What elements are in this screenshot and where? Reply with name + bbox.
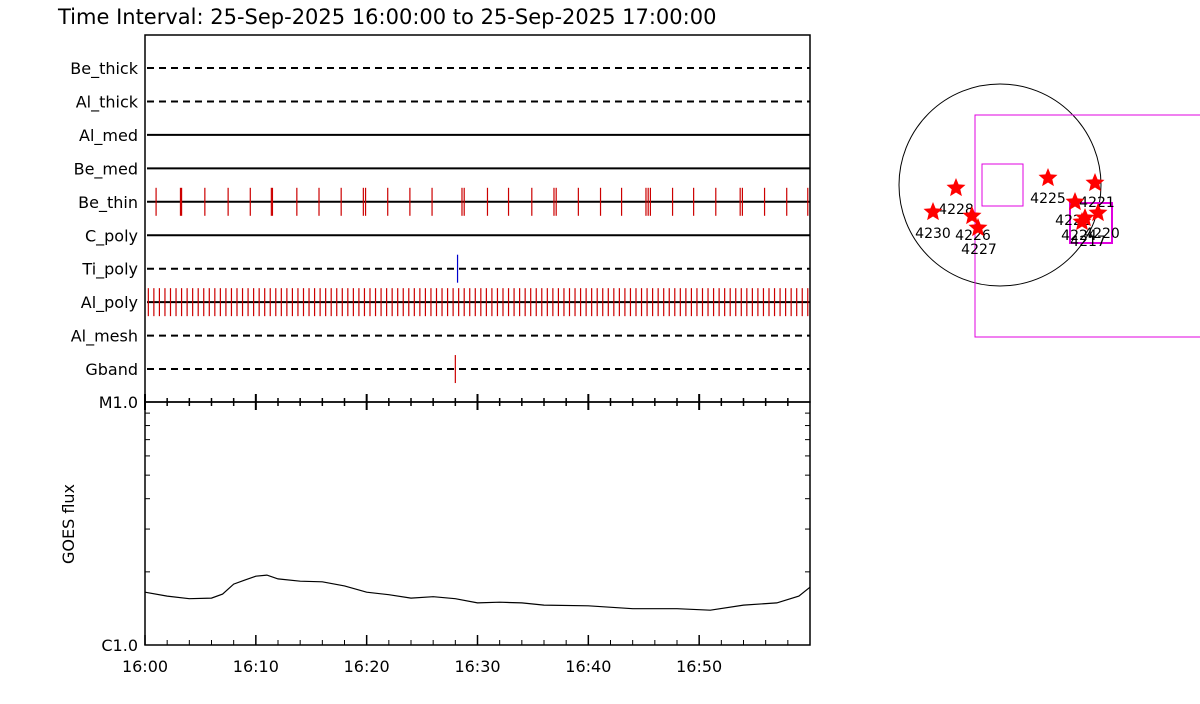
region-star: [1072, 212, 1092, 231]
fov-box: [981, 163, 1024, 207]
region-star: [923, 202, 943, 221]
x-tick-label: 16:40: [565, 657, 611, 676]
row-label: Gband: [85, 360, 138, 379]
x-tick-label: 16:00: [122, 657, 168, 676]
row-label: Al_mesh: [71, 327, 138, 347]
region-label: 4227: [961, 242, 997, 258]
row-label: C_poly: [85, 226, 138, 246]
x-tick-label: 16:30: [454, 657, 500, 676]
region-star: [1038, 168, 1058, 187]
region-star: [968, 218, 988, 237]
row-label: Be_thin: [78, 193, 138, 213]
region-label: 4230: [915, 226, 951, 242]
region-star: [1088, 203, 1108, 222]
row-label: Be_med: [74, 159, 138, 179]
region-label: 4217: [1070, 234, 1106, 250]
solar-disk: [898, 83, 1102, 287]
y-axis-label: GOES flux: [59, 484, 78, 564]
chart-title: Time Interval: 25-Sep-2025 16:00:00 to 2…: [57, 5, 716, 29]
region-star: [962, 206, 982, 225]
fov-box: [1069, 202, 1113, 244]
region-label: 4221: [1079, 195, 1115, 211]
region-star: [946, 178, 966, 197]
y-tick-label: C1.0: [101, 636, 138, 655]
region-label: 4220: [1084, 226, 1120, 242]
row-label: Al_med: [79, 126, 138, 146]
goes-curve: [144, 574, 811, 611]
row-label: Al_poly: [81, 293, 138, 313]
row-label: Ti_poly: [81, 260, 138, 280]
region-star: [1085, 173, 1105, 192]
row-label: Be_thick: [70, 59, 138, 79]
y-tick-label: M1.0: [99, 393, 138, 412]
region-label: 4225: [1030, 191, 1066, 207]
region-star: [1065, 192, 1085, 211]
x-tick-label: 16:10: [233, 657, 279, 676]
region-label: 4224: [1061, 228, 1097, 244]
x-tick-label: 16:50: [676, 657, 722, 676]
x-tick-label: 16:20: [344, 657, 390, 676]
row-label: Al_thick: [76, 92, 139, 112]
